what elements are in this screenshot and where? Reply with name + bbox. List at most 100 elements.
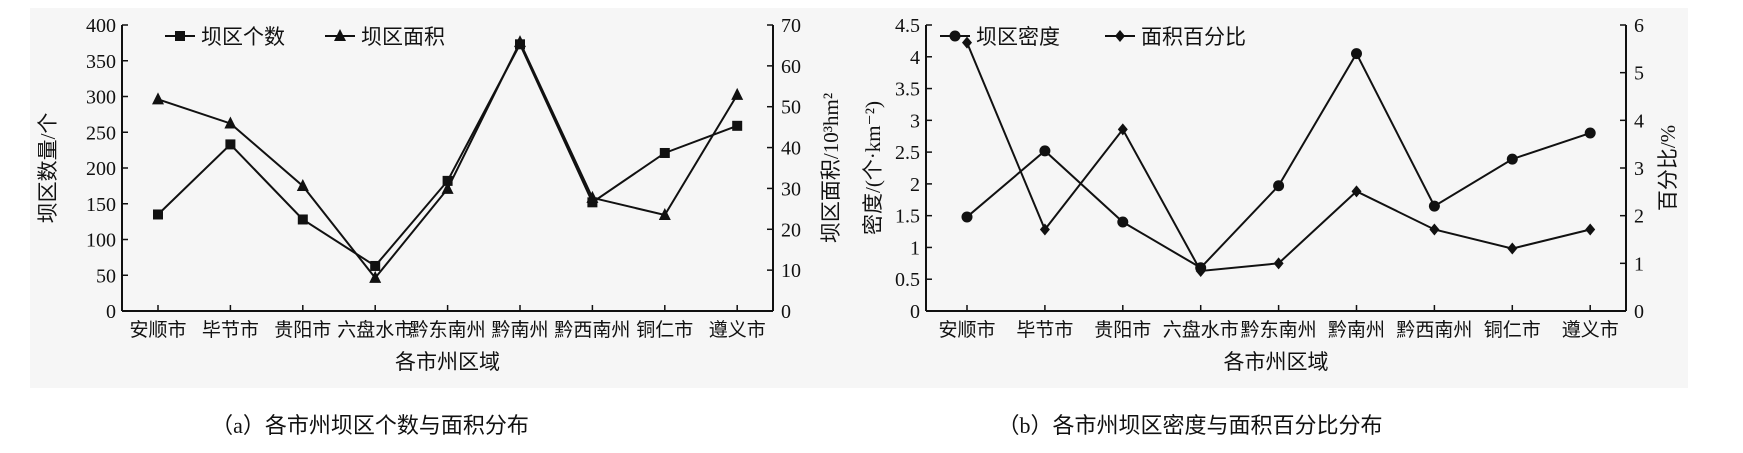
x-tick-label: 六盘水市 xyxy=(1163,319,1239,341)
data-point xyxy=(296,178,309,191)
data-point xyxy=(442,175,453,186)
x-tick-label: 黔南州 xyxy=(491,319,548,341)
data-point xyxy=(1506,153,1518,165)
y-tick-label-right: 70 xyxy=(781,15,801,37)
x-tick-label: 安顺市 xyxy=(938,319,995,341)
data-point xyxy=(1351,48,1362,60)
data-point xyxy=(659,147,670,158)
x-tick-label: 铜仁市 xyxy=(636,319,693,341)
y-tick-label-left: 200 xyxy=(86,158,116,180)
data-point xyxy=(152,92,164,105)
y-tick-label-right: 0 xyxy=(781,301,791,323)
chart-background xyxy=(30,8,1688,388)
y-tick-label-left: 0 xyxy=(106,301,116,323)
y-tick-label-right: 4 xyxy=(1634,110,1644,132)
y-tick-label-left: 150 xyxy=(86,194,116,216)
y-axis-title-left: 坝区数量/个 xyxy=(36,113,60,224)
y-tick-label-left: 0.5 xyxy=(895,269,920,291)
chart-count-area: 0 50 100 150 200 250 300 350 400 0 10 20 30 40 50 60 70 安… xyxy=(36,15,843,438)
data-point xyxy=(1507,242,1518,255)
figure-caption: （a）各市州坝区个数与面积分布 xyxy=(211,413,529,438)
data-point xyxy=(1351,185,1362,198)
legend-marker xyxy=(949,30,961,42)
data-point xyxy=(1195,264,1206,277)
y-tick-label-right: 10 xyxy=(781,260,801,282)
figure-caption: （b）各市州坝区密度与面积百分比分布 xyxy=(997,413,1382,438)
y-axis-title-right: 坝区面积/10³hm² xyxy=(819,93,843,243)
legend-marker xyxy=(175,31,185,41)
x-tick-label: 铜仁市 xyxy=(1484,319,1541,341)
y-tick-label-left: 3.5 xyxy=(895,79,920,101)
y-axis-title-right: 百分比/% xyxy=(1656,125,1680,211)
x-tick-label: 安顺市 xyxy=(129,319,186,341)
x-tick-label: 黔西南州 xyxy=(1396,319,1472,341)
x-tick-label: 黔南州 xyxy=(1328,319,1385,341)
y-tick-label-right: 1 xyxy=(1634,253,1644,275)
legend-label: 坝区面积 xyxy=(361,25,445,49)
data-point xyxy=(369,270,382,283)
series-2: 面积百分比 xyxy=(962,25,1596,277)
legend-marker xyxy=(1115,30,1125,42)
y-tick-label-left: 3 xyxy=(910,110,920,132)
data-point xyxy=(1117,216,1129,228)
data-point xyxy=(1039,145,1051,157)
data-point xyxy=(658,207,671,220)
data-point xyxy=(962,36,972,49)
y-tick-label-left: 0 xyxy=(910,301,920,323)
y-tick-label-left: 1.5 xyxy=(895,206,920,228)
data-point xyxy=(1428,200,1440,212)
data-point xyxy=(1585,223,1596,236)
data-point xyxy=(586,190,599,203)
legend-label: 面积百分比 xyxy=(1141,25,1246,49)
data-point xyxy=(441,181,454,194)
y-tick-label-right: 40 xyxy=(781,138,801,160)
x-tick-label: 遵义市 xyxy=(709,319,766,341)
y-tick-label-left: 250 xyxy=(86,122,116,144)
y-tick-label-left: 2.5 xyxy=(895,142,920,164)
data-point xyxy=(1273,180,1285,192)
y-tick-label-right: 50 xyxy=(781,97,801,119)
y-tick-label-right: 0 xyxy=(1634,301,1644,323)
x-tick-label: 六盘水市 xyxy=(337,319,413,341)
y-tick-label-left: 350 xyxy=(86,51,116,73)
y-tick-label-left: 4.5 xyxy=(895,15,920,37)
y-tick-label-left: 100 xyxy=(86,230,116,252)
data-point xyxy=(961,211,973,223)
x-tick-label: 黔西南州 xyxy=(554,319,630,341)
x-axis-title: 各市州区域 xyxy=(1224,350,1329,374)
data-point xyxy=(732,120,743,131)
data-point xyxy=(297,214,308,225)
series-2: 坝区面积 xyxy=(152,25,744,283)
x-tick-label: 毕节市 xyxy=(1016,319,1073,341)
data-point xyxy=(1039,223,1050,236)
legend-label: 坝区密度 xyxy=(976,25,1060,49)
series-1: 坝区密度 xyxy=(940,25,1596,274)
y-tick-label-right: 20 xyxy=(781,219,801,241)
data-point xyxy=(1429,223,1440,236)
x-tick-label: 贵阳市 xyxy=(274,319,331,341)
x-tick-label: 黔东南州 xyxy=(1241,319,1317,341)
legend-label: 坝区个数 xyxy=(201,25,285,49)
data-point xyxy=(225,139,236,150)
data-point xyxy=(731,87,744,100)
y-tick-label-right: 3 xyxy=(1634,158,1644,180)
data-point xyxy=(1117,123,1128,136)
data-point xyxy=(370,260,381,271)
y-axis-title-left: 密度/(个·km⁻²) xyxy=(861,101,885,235)
y-tick-label-left: 4 xyxy=(910,47,920,69)
y-tick-label-right: 60 xyxy=(781,56,801,78)
y-tick-label-left: 1 xyxy=(910,237,920,259)
y-tick-label-left: 2 xyxy=(910,174,920,196)
y-tick-label-right: 5 xyxy=(1634,63,1644,85)
data-point xyxy=(153,209,163,220)
x-tick-label: 遵义市 xyxy=(1562,319,1619,341)
legend-marker xyxy=(334,29,346,41)
data-point xyxy=(224,116,237,129)
data-point xyxy=(1273,257,1284,270)
y-tick-label-left: 400 xyxy=(86,15,116,37)
y-tick-label-right: 6 xyxy=(1634,15,1644,37)
x-tick-label: 毕节市 xyxy=(202,319,259,341)
y-tick-label-right: 30 xyxy=(781,178,801,200)
data-point xyxy=(514,35,526,48)
